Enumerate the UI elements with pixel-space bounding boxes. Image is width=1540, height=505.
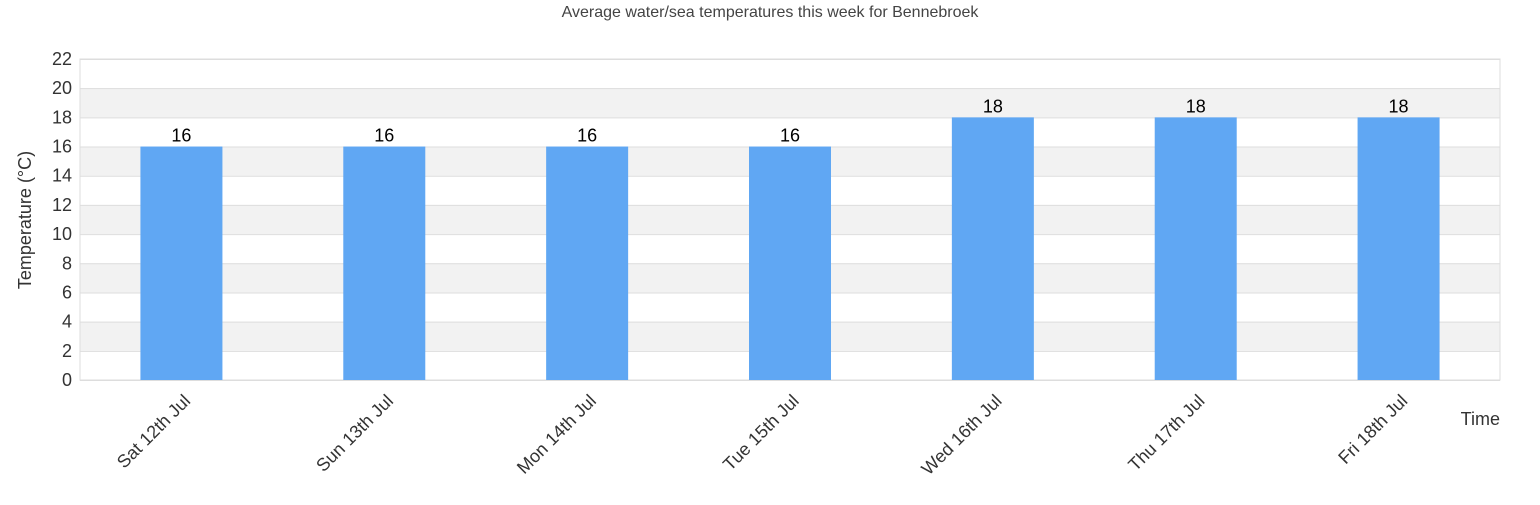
y-tick-label: 12 bbox=[52, 195, 72, 215]
x-tick-label: Sun 13th Jul bbox=[312, 391, 397, 476]
x-tick-label: Fri 18th Jul bbox=[1334, 391, 1411, 468]
data-label: 18 bbox=[1389, 96, 1409, 116]
bar bbox=[1357, 117, 1440, 380]
data-label: 18 bbox=[1186, 96, 1206, 116]
data-label: 16 bbox=[374, 126, 394, 146]
y-tick-label: 6 bbox=[62, 282, 72, 302]
bars bbox=[140, 117, 1440, 380]
y-tick-label: 20 bbox=[52, 78, 72, 98]
x-tick-label: Mon 14th Jul bbox=[513, 391, 600, 478]
y-tick-label: 22 bbox=[52, 49, 72, 69]
y-tick-label: 10 bbox=[52, 224, 72, 244]
bar bbox=[546, 146, 629, 380]
y-tick-label: 16 bbox=[52, 137, 72, 157]
x-tick-label: Thu 17th Jul bbox=[1124, 391, 1208, 475]
y-tick-label: 8 bbox=[62, 253, 72, 273]
bar bbox=[140, 146, 223, 380]
grid-band bbox=[80, 88, 1500, 118]
bar bbox=[951, 117, 1034, 380]
value-labels: 16 16 16 16 18 18 18 bbox=[171, 96, 1408, 145]
data-label: 16 bbox=[171, 126, 191, 146]
data-label: 16 bbox=[780, 126, 800, 146]
x-axis-ticks: Sat 12th Jul Sun 13th Jul Mon 14th Jul Tue … bbox=[113, 391, 1412, 479]
bar bbox=[343, 146, 426, 380]
x-tick-label: Tue 15th Jul bbox=[719, 391, 803, 475]
y-tick-label: 14 bbox=[52, 166, 72, 186]
data-label: 16 bbox=[577, 126, 597, 146]
y-tick-label: 0 bbox=[62, 370, 72, 390]
data-label: 18 bbox=[983, 96, 1003, 116]
bar bbox=[749, 146, 831, 380]
y-axis-label: Temperature (°C) bbox=[15, 151, 35, 289]
y-tick-label: 2 bbox=[62, 341, 72, 361]
y-tick-label: 18 bbox=[52, 107, 72, 127]
y-tick-label: 4 bbox=[62, 312, 72, 332]
x-tick-label: Sat 12th Jul bbox=[113, 391, 194, 472]
chart-title: Average water/sea temperatures this week… bbox=[562, 4, 980, 21]
bar bbox=[1154, 117, 1237, 380]
x-axis-label: Time bbox=[1461, 409, 1500, 429]
x-tick-label: Wed 16th Jul bbox=[917, 391, 1005, 479]
y-axis-ticks: 0 2 4 6 8 10 12 14 16 18 20 22 bbox=[52, 49, 72, 390]
